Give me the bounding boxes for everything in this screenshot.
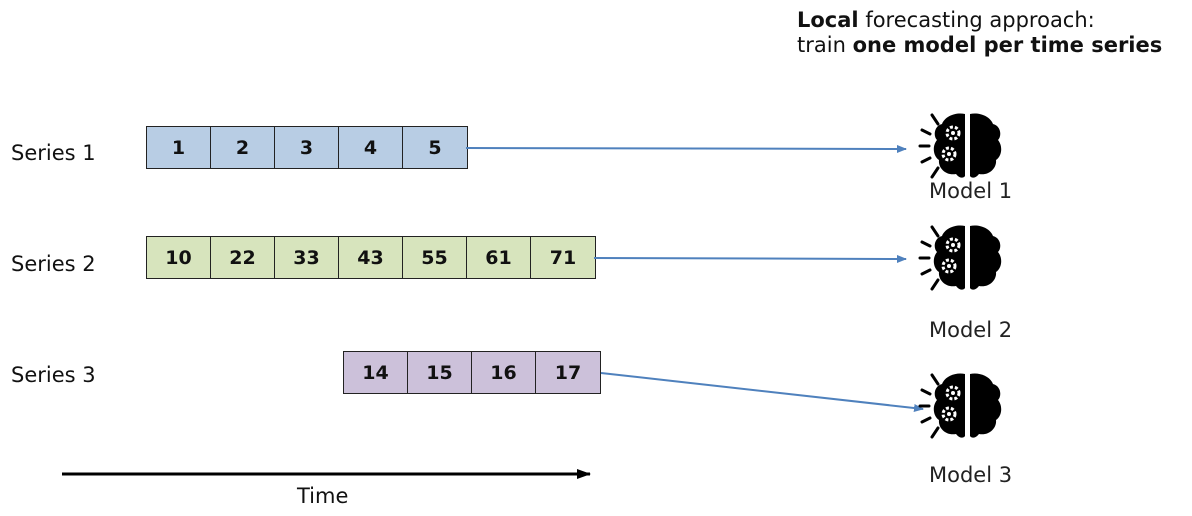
- brain-gear-icon: [918, 113, 1002, 179]
- series-1-cell: 1: [147, 127, 211, 168]
- title-bold-one-model: one model per time series: [852, 33, 1163, 57]
- series-2-cell: 43: [339, 237, 403, 278]
- series-1-row: 1 2 3 4 5: [146, 126, 468, 169]
- series-3-cell: 17: [536, 352, 600, 393]
- series-3-label: Series 3: [11, 363, 96, 387]
- time-axis-label: Time: [297, 484, 349, 508]
- title-line1-rest: forecasting approach:: [858, 8, 1095, 32]
- series-2-cell: 55: [403, 237, 467, 278]
- series-3-cell: 14: [344, 352, 408, 393]
- series-3-row: 14 15 16 17: [343, 351, 601, 394]
- series-2-label: Series 2: [11, 252, 96, 276]
- series-2-row: 10 22 33 43 55 61 71: [146, 236, 596, 279]
- title-line-1: Local forecasting approach:: [797, 8, 1095, 32]
- series-1-cell: 5: [403, 127, 467, 168]
- series-1-cell: 2: [211, 127, 275, 168]
- arrow-series-3-to-model-3: [600, 372, 924, 412]
- series-2-cell: 61: [467, 237, 531, 278]
- title-line2-pre: train: [797, 33, 853, 57]
- model-1-label: Model 1: [929, 179, 1013, 203]
- series-1-cell: 4: [339, 127, 403, 168]
- series-2-cell: 33: [275, 237, 339, 278]
- series-2-cell: 71: [531, 237, 595, 278]
- series-3-cell: 16: [472, 352, 536, 393]
- series-3-cell: 15: [408, 352, 472, 393]
- series-1-label: Series 1: [11, 141, 96, 165]
- title-bold-local: Local: [797, 8, 859, 32]
- brain-gear-icon: [918, 225, 1002, 291]
- title-line-2: train one model per time series: [797, 33, 1162, 57]
- series-1-cell: 3: [275, 127, 339, 168]
- series-2-cell: 22: [211, 237, 275, 278]
- series-2-cell: 10: [147, 237, 211, 278]
- model-3-label: Model 3: [929, 463, 1013, 487]
- arrow-series-1-to-model-1: [465, 144, 907, 153]
- brain-gear-icon: [918, 373, 1002, 439]
- arrow-series-2-to-model-2: [593, 254, 907, 263]
- model-2-label: Model 2: [929, 318, 1013, 342]
